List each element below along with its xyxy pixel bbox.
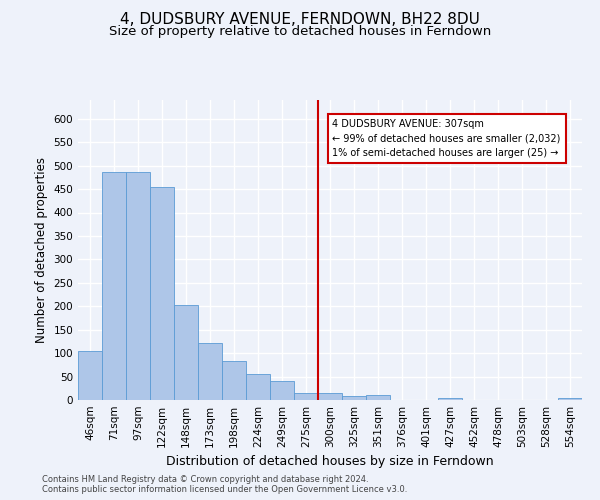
- Y-axis label: Number of detached properties: Number of detached properties: [35, 157, 48, 343]
- Text: Contains HM Land Registry data © Crown copyright and database right 2024.: Contains HM Land Registry data © Crown c…: [42, 475, 368, 484]
- Bar: [438, 398, 462, 400]
- Bar: [174, 305, 198, 400]
- Text: 4, DUDSBURY AVENUE, FERNDOWN, BH22 8DU: 4, DUDSBURY AVENUE, FERNDOWN, BH22 8DU: [120, 12, 480, 28]
- Bar: [78, 351, 102, 400]
- X-axis label: Distribution of detached houses by size in Ferndown: Distribution of detached houses by size …: [166, 456, 494, 468]
- Bar: [198, 344, 222, 400]
- Bar: [270, 381, 294, 400]
- Bar: [126, 172, 150, 400]
- Text: 4 DUDSBURY AVENUE: 307sqm
← 99% of detached houses are smaller (2,032)
1% of sem: 4 DUDSBURY AVENUE: 307sqm ← 99% of detac…: [332, 118, 561, 158]
- Text: Size of property relative to detached houses in Ferndown: Size of property relative to detached ho…: [109, 25, 491, 38]
- Bar: [222, 360, 246, 400]
- Bar: [558, 398, 582, 400]
- Bar: [366, 396, 390, 400]
- Bar: [318, 393, 342, 400]
- Bar: [342, 396, 366, 400]
- Text: Contains public sector information licensed under the Open Government Licence v3: Contains public sector information licen…: [42, 485, 407, 494]
- Bar: [246, 374, 270, 400]
- Bar: [150, 187, 174, 400]
- Bar: [294, 392, 318, 400]
- Bar: [102, 172, 126, 400]
